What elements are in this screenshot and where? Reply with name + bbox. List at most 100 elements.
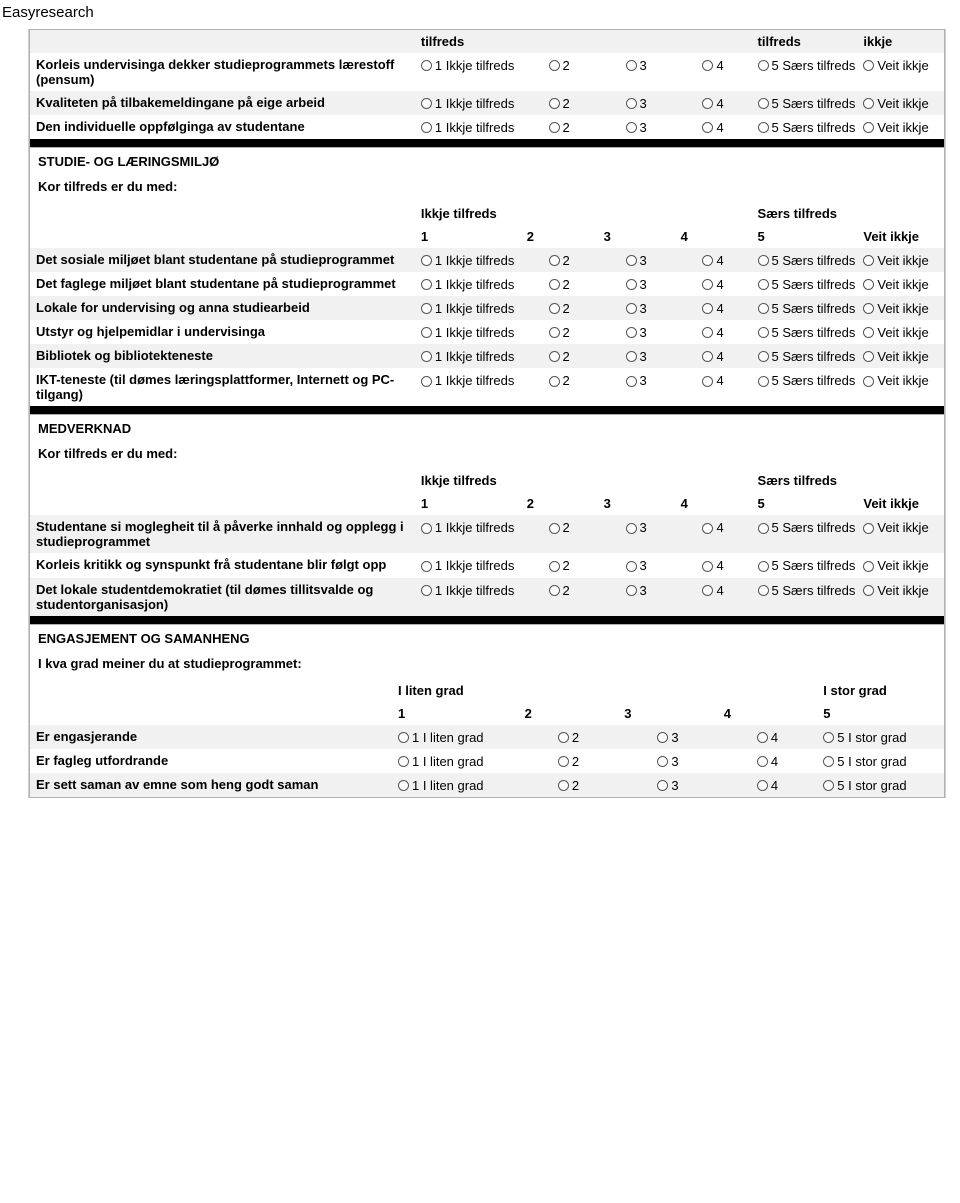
radio-opt5[interactable] [823, 756, 834, 767]
radio-optv[interactable] [863, 523, 874, 534]
radio-opt5[interactable] [758, 351, 769, 362]
radio-opt1[interactable] [398, 756, 409, 767]
radio-opt3[interactable] [626, 523, 637, 534]
radio-opt3[interactable] [657, 732, 668, 743]
radio-opt1[interactable] [421, 351, 432, 362]
opt3-label: 3 [640, 559, 647, 574]
radio-opt5[interactable] [758, 327, 769, 338]
radio-opt2[interactable] [558, 756, 569, 767]
radio-opt2[interactable] [549, 327, 560, 338]
radio-opt2[interactable] [549, 98, 560, 109]
radio-optv[interactable] [863, 98, 874, 109]
radio-opt3[interactable] [626, 98, 637, 109]
radio-opt2[interactable] [558, 780, 569, 791]
radio-opt1[interactable] [421, 255, 432, 266]
section-divider [30, 139, 944, 147]
radio-opt3[interactable] [626, 60, 637, 71]
radio-opt3[interactable] [626, 303, 637, 314]
radio-optv[interactable] [863, 60, 874, 71]
radio-opt1[interactable] [421, 279, 432, 290]
opt2-label: 2 [563, 521, 570, 536]
radio-opt1[interactable] [421, 327, 432, 338]
radio-opt5[interactable] [758, 122, 769, 133]
radio-optv[interactable] [863, 351, 874, 362]
radio-opt1[interactable] [421, 376, 432, 387]
scale-2: 2 [521, 225, 598, 248]
radio-opt4[interactable] [757, 780, 768, 791]
radio-opt2[interactable] [549, 122, 560, 133]
radio-opt3[interactable] [626, 327, 637, 338]
radio-opt1[interactable] [421, 585, 432, 596]
radio-opt4[interactable] [757, 756, 768, 767]
radio-opt2[interactable] [549, 255, 560, 266]
radio-opt5[interactable] [758, 585, 769, 596]
opt4-label: 4 [716, 559, 723, 574]
radio-opt5[interactable] [758, 279, 769, 290]
radio-optv[interactable] [863, 327, 874, 338]
radio-opt1[interactable] [421, 60, 432, 71]
radio-opt5[interactable] [758, 376, 769, 387]
opt2-label: 2 [563, 374, 570, 389]
radio-opt4[interactable] [702, 122, 713, 133]
top-header-row: tilfreds tilfreds ikkje [30, 30, 944, 53]
radio-optv[interactable] [863, 585, 874, 596]
radio-opt5[interactable] [758, 98, 769, 109]
radio-opt2[interactable] [549, 376, 560, 387]
radio-opt2[interactable] [549, 279, 560, 290]
radio-opt3[interactable] [626, 351, 637, 362]
radio-opt3[interactable] [657, 756, 668, 767]
radio-opt3[interactable] [626, 255, 637, 266]
section-title: MEDVERKNAD [30, 415, 944, 440]
radio-opt4[interactable] [702, 523, 713, 534]
radio-optv[interactable] [863, 255, 874, 266]
radio-opt4[interactable] [702, 279, 713, 290]
radio-opt1[interactable] [421, 98, 432, 109]
radio-opt5[interactable] [758, 523, 769, 534]
radio-opt3[interactable] [626, 585, 637, 596]
radio-optv[interactable] [863, 122, 874, 133]
radio-optv[interactable] [863, 561, 874, 572]
radio-opt5[interactable] [823, 780, 834, 791]
radio-opt2[interactable] [558, 732, 569, 743]
radio-opt3[interactable] [626, 376, 637, 387]
radio-opt2[interactable] [549, 303, 560, 314]
radio-opt5[interactable] [758, 255, 769, 266]
radio-opt3[interactable] [657, 780, 668, 791]
radio-opt2[interactable] [549, 523, 560, 534]
radio-opt4[interactable] [702, 561, 713, 572]
opt5-label: 5 Særs tilfreds [772, 301, 856, 316]
radio-opt2[interactable] [549, 561, 560, 572]
radio-opt5[interactable] [758, 303, 769, 314]
section-sub: I kva grad meiner du at studieprogrammet… [30, 650, 944, 679]
radio-opt4[interactable] [702, 303, 713, 314]
radio-opt1[interactable] [421, 303, 432, 314]
radio-opt3[interactable] [626, 122, 637, 133]
table-row: Bibliotek og bibliotekteneste1 Ikkje til… [30, 344, 944, 368]
radio-opt1[interactable] [398, 780, 409, 791]
radio-opt4[interactable] [702, 255, 713, 266]
table-row: Er sett saman av emne som heng godt sama… [30, 773, 944, 797]
radio-opt3[interactable] [626, 279, 637, 290]
radio-opt1[interactable] [421, 523, 432, 534]
radio-opt2[interactable] [549, 60, 560, 71]
radio-opt4[interactable] [702, 327, 713, 338]
radio-optv[interactable] [863, 279, 874, 290]
radio-opt4[interactable] [757, 732, 768, 743]
radio-opt3[interactable] [626, 561, 637, 572]
radio-opt5[interactable] [823, 732, 834, 743]
radio-opt1[interactable] [421, 122, 432, 133]
radio-opt4[interactable] [702, 585, 713, 596]
opt3-label: 3 [640, 521, 647, 536]
radio-opt1[interactable] [421, 561, 432, 572]
radio-opt5[interactable] [758, 60, 769, 71]
radio-optv[interactable] [863, 303, 874, 314]
radio-opt5[interactable] [758, 561, 769, 572]
radio-opt4[interactable] [702, 60, 713, 71]
radio-opt2[interactable] [549, 351, 560, 362]
radio-opt1[interactable] [398, 732, 409, 743]
radio-opt4[interactable] [702, 98, 713, 109]
radio-optv[interactable] [863, 376, 874, 387]
radio-opt4[interactable] [702, 376, 713, 387]
radio-opt2[interactable] [549, 585, 560, 596]
radio-opt4[interactable] [702, 351, 713, 362]
